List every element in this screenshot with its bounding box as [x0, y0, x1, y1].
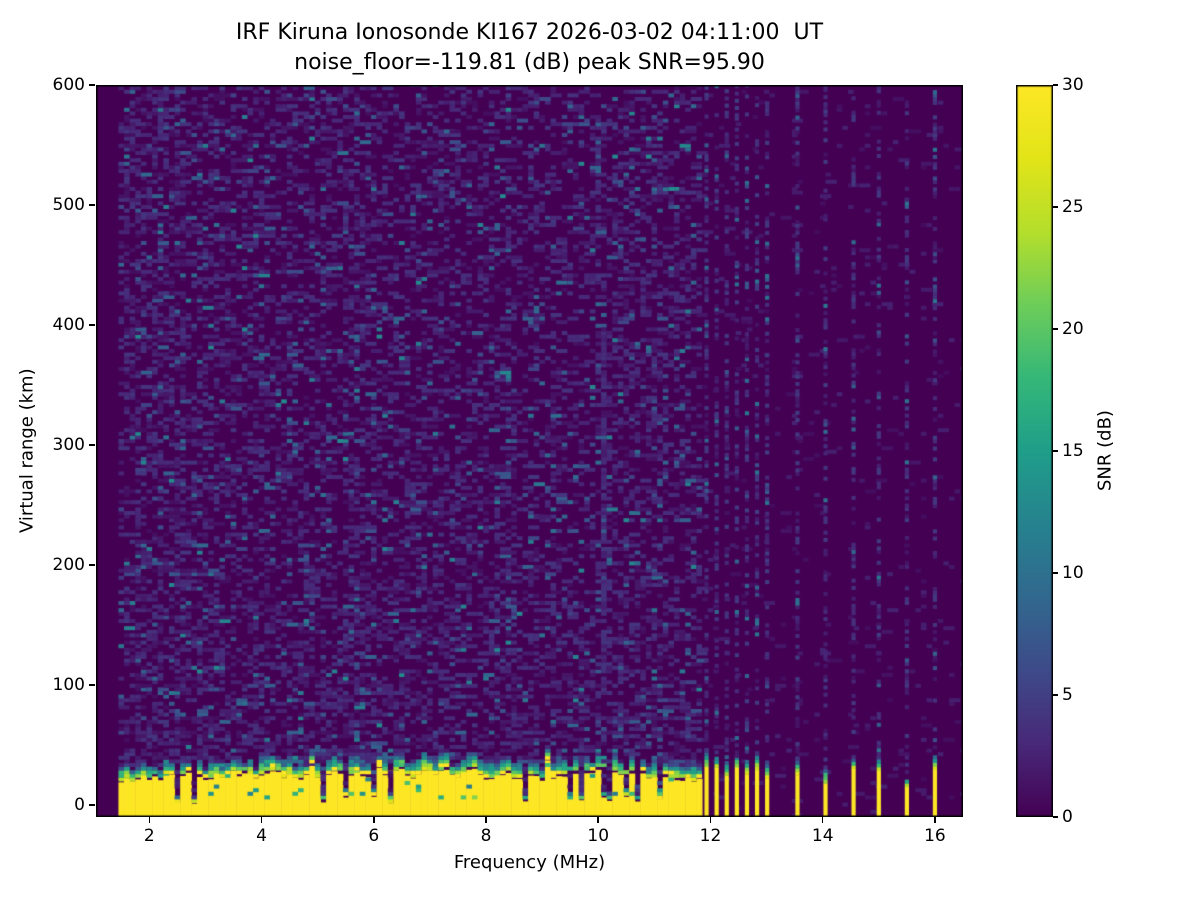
x-tick-label: 10 [587, 826, 610, 846]
x-tick-label: 6 [368, 826, 380, 846]
x-tick-mark [485, 817, 487, 823]
x-tick-mark [709, 817, 712, 823]
chart-subtitle: noise_floor=-119.81 (dB) peak SNR=95.90 [294, 50, 765, 75]
colorbar-tick-mark [1053, 206, 1058, 208]
x-tick-mark [373, 817, 375, 823]
colorbar-tick-label: 5 [1062, 685, 1073, 705]
colorbar-tick-label: 10 [1062, 563, 1084, 583]
colorbar-tick-mark [1053, 450, 1058, 452]
x-axis-label: Frequency (MHz) [453, 852, 606, 873]
y-tick-mark [89, 204, 95, 206]
y-tick-mark [89, 804, 95, 806]
heatmap-plot-canvas [96, 85, 963, 817]
x-tick-label: 14 [811, 826, 834, 846]
y-tick-label: 100 [52, 675, 85, 695]
x-tick-mark [148, 817, 151, 823]
colorbar-tick-mark [1053, 328, 1058, 330]
y-tick-mark [89, 84, 95, 86]
y-tick-label: 0 [74, 795, 85, 815]
colorbar-tick-label: 20 [1062, 319, 1084, 339]
colorbar-tick-label: 30 [1062, 75, 1084, 95]
colorbar-tick-mark [1053, 816, 1058, 818]
colorbar-tick-mark [1053, 572, 1058, 574]
chart-title: IRF Kiruna Ionosonde KI167 2026-03-02 04… [235, 20, 824, 45]
x-tick-label: 12 [699, 826, 722, 846]
y-tick-label: 400 [52, 315, 85, 335]
y-tick-label: 500 [52, 195, 85, 215]
x-tick-label: 4 [256, 826, 267, 846]
x-tick-label: 8 [480, 826, 492, 846]
y-tick-label: 300 [52, 435, 85, 455]
y-tick-mark [89, 324, 95, 326]
y-tick-mark [89, 444, 95, 446]
colorbar-tick-label: 15 [1062, 441, 1084, 461]
colorbar-tick-label: 25 [1062, 197, 1084, 217]
x-tick-mark [821, 817, 824, 823]
x-tick-mark [260, 817, 263, 823]
x-tick-mark [597, 817, 599, 823]
colorbar-tick-mark [1053, 694, 1058, 696]
x-tick-label: 2 [143, 826, 155, 846]
colorbar-canvas [1016, 85, 1053, 817]
y-tick-label: 200 [52, 555, 85, 575]
x-tick-label: 16 [924, 826, 946, 846]
colorbar-tick-label: 0 [1062, 807, 1073, 827]
y-tick-label: 600 [52, 75, 85, 95]
colorbar-tick-mark [1053, 84, 1058, 86]
x-tick-mark [934, 817, 936, 823]
y-tick-mark [89, 684, 95, 686]
y-tick-mark [89, 564, 95, 566]
